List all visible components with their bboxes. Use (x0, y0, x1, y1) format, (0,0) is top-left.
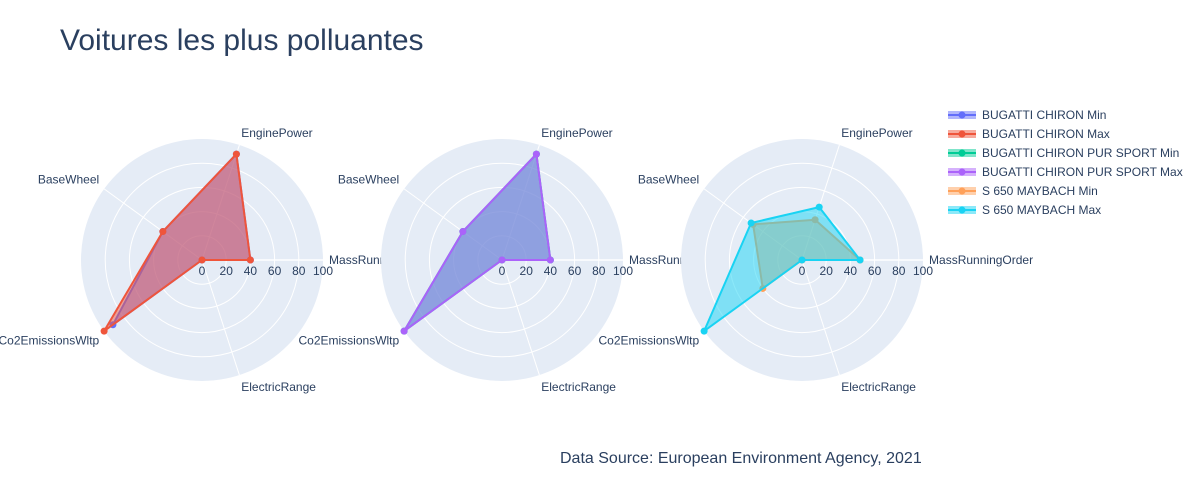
legend-marker (958, 206, 966, 214)
radial-tick-label: 0 (499, 264, 506, 278)
data-point[interactable] (198, 256, 206, 264)
data-point[interactable] (546, 256, 554, 264)
axis-label: BaseWheel (638, 172, 699, 186)
grid-spoke (801, 259, 840, 376)
radial-tick-label: 80 (892, 264, 906, 278)
legend-marker (958, 130, 966, 138)
radial-tick-label: 40 (844, 264, 858, 278)
legend-label: BUGATTI CHIRON PUR SPORT Max (982, 165, 1183, 179)
axis-label: BaseWheel (38, 172, 99, 186)
radial-tick-label: 40 (244, 264, 258, 278)
legend-item[interactable]: BUGATTI CHIRON Min (948, 108, 1106, 122)
legend-item[interactable]: S 650 MAYBACH Min (948, 184, 1098, 198)
series-area[interactable] (403, 153, 552, 333)
axis-label: ElectricRange (241, 380, 316, 394)
data-point[interactable] (815, 203, 823, 211)
series-1[interactable] (100, 150, 254, 335)
radial-tick-label: 20 (520, 264, 534, 278)
legend-item[interactable]: S 650 MAYBACH Max (948, 203, 1101, 217)
radial-tick-label: 0 (799, 264, 806, 278)
legend-marker (958, 168, 966, 176)
radial-tick-label: 20 (820, 264, 834, 278)
data-point[interactable] (100, 327, 108, 335)
axis-label: MassRunningOrder (929, 253, 1033, 267)
axis-label: EnginePower (541, 126, 612, 140)
data-point[interactable] (246, 256, 254, 264)
radial-tick-label: 20 (220, 264, 234, 278)
legend-label: BUGATTI CHIRON Max (982, 127, 1110, 141)
chart-title: Voitures les plus polluantes (60, 24, 424, 57)
legend-marker (958, 111, 966, 119)
radial-tick-label: 60 (268, 264, 282, 278)
legend-item[interactable]: BUGATTI CHIRON Max (948, 127, 1110, 141)
axis-label: ElectricRange (541, 380, 616, 394)
radar-panels: 020406080100MassRunningOrderEnginePowerB… (0, 126, 1033, 394)
legend-label: S 650 MAYBACH Max (982, 203, 1101, 217)
data-point[interactable] (532, 150, 540, 158)
legend-label: BUGATTI CHIRON PUR SPORT Min (982, 146, 1179, 160)
radial-tick-label: 60 (868, 264, 882, 278)
radial-tick-label: 80 (292, 264, 306, 278)
radial-tick-label: 0 (199, 264, 206, 278)
radar-panel-3: 0 20 40 60 80 100MassRunningOrderEnginePowerB… (599, 126, 1034, 394)
radar-panel-2: 020406080100MassRunningOrderEnginePowerB… (299, 126, 734, 394)
series-5[interactable] (700, 203, 864, 335)
grid-spoke (201, 259, 240, 376)
legend-marker (958, 187, 966, 195)
axis-label: EnginePower (241, 126, 312, 140)
legend-marker (958, 149, 966, 157)
radial-tick-label: 100 (913, 264, 933, 278)
data-point[interactable] (159, 228, 167, 236)
axis-label: EnginePower (841, 126, 912, 140)
data-point[interactable] (856, 256, 864, 264)
data-point[interactable] (747, 219, 755, 227)
legend-item[interactable]: BUGATTI CHIRON PUR SPORT Min (948, 146, 1179, 160)
radial-tick-label: 100 (613, 264, 633, 278)
legend[interactable]: BUGATTI CHIRON Min BUGATTI CHIRON Max BUGA… (948, 108, 1183, 217)
radial-tick-label: 100 (313, 264, 333, 278)
data-point[interactable] (459, 228, 467, 236)
radial-tick-label: 80 (592, 264, 606, 278)
axis-label: Co2EmissionsWltp (0, 334, 100, 348)
axis-label: ElectricRange (841, 380, 916, 394)
axis-label: Co2EmissionsWltp (599, 334, 700, 348)
data-point[interactable] (232, 150, 240, 158)
data-point[interactable] (400, 327, 408, 335)
data-point[interactable] (700, 327, 708, 335)
series-area[interactable] (103, 153, 252, 333)
series-3[interactable] (400, 150, 554, 335)
radial-tick-label: 60 (568, 264, 582, 278)
axis-label: Co2EmissionsWltp (299, 334, 400, 348)
radial-tick-label: 40 (544, 264, 558, 278)
data-point[interactable] (798, 256, 806, 264)
grid-spoke (501, 259, 540, 376)
axis-label: BaseWheel (338, 172, 399, 186)
legend-label: S 650 MAYBACH Min (982, 184, 1098, 198)
legend-label: BUGATTI CHIRON Min (982, 108, 1106, 122)
data-source-note: Data Source: European Environment Agency… (560, 450, 922, 467)
series-area[interactable] (703, 206, 862, 333)
legend-item[interactable]: BUGATTI CHIRON PUR SPORT Max (948, 165, 1183, 179)
radar-panel-1: 020406080100MassRunningOrderEnginePowerB… (0, 126, 433, 394)
data-point[interactable] (498, 256, 506, 264)
